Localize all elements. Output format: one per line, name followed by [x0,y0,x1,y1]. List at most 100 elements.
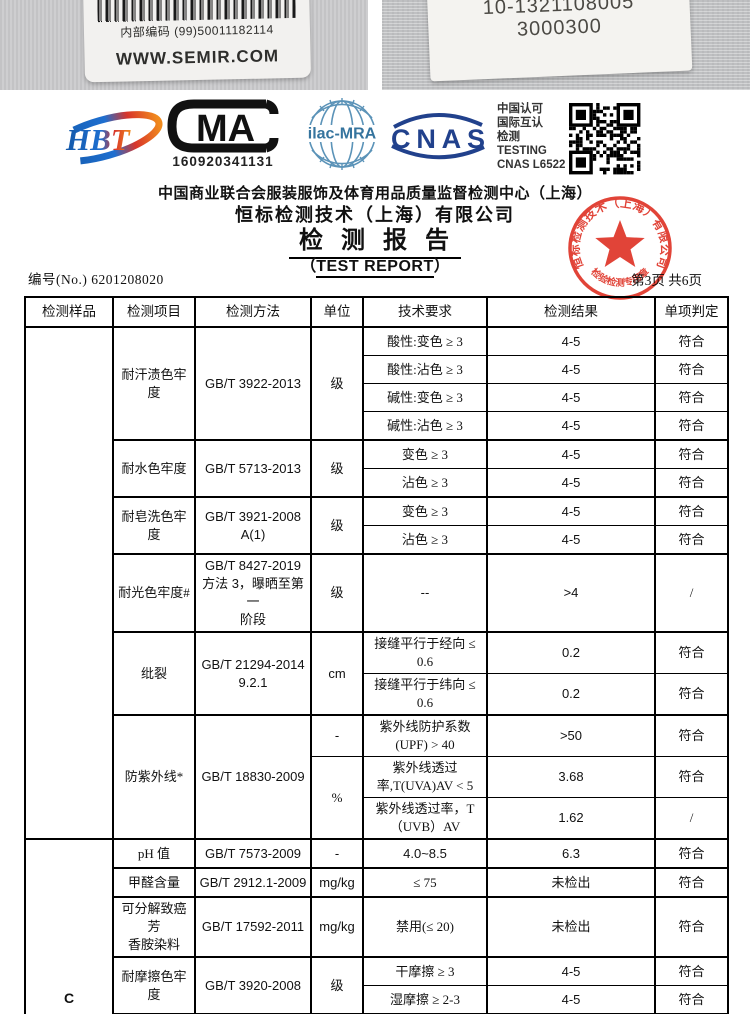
table-cell: 0.2 [486,673,656,716]
table-cell: 符合 [654,956,729,986]
report-title-text: 检 测 报 告 [289,220,461,259]
table-cell: GB/T 7573-2009 [194,838,312,869]
table-cell: GB/T 18830-2009 [194,714,312,840]
table-cell: 符合 [654,838,729,869]
table-cell: 酸性:沾色 ≥ 3 [362,355,488,384]
table-cell: 级 [310,326,364,441]
svg-text:CNAS: CNAS [391,124,485,154]
table-cell: >50 [486,714,656,757]
ilac-mra-logo: ilac-MRA [308,98,377,170]
table-cell: C [24,838,114,1014]
table-cell: 级 [310,956,364,1014]
table-cell: 耐摩擦色牢度 [112,956,196,1014]
table-cell: 符合 [654,496,729,526]
table-cell: GB/T 8427-2019 方法 3，曝晒至第一 阶段 [194,553,312,633]
accreditation-line: 中国认可 [497,103,543,115]
qr-code [566,100,644,183]
barcode-image [97,0,296,23]
table-row: 甲醛含量 GB/T 2912.1-2009 mg/kg ≤ 75 未检出 符合 [25,867,729,898]
report-number-line: 编号(No.) 6201208020 [28,268,164,288]
table-cell: 符合 [654,631,729,674]
table-header-row: 检测样品 检测项目 检测方法 单位 技术要求 检测结果 单项判定 [24,296,729,328]
accreditation-line: TESTING [497,145,547,157]
column-header: 检测项目 [112,296,196,328]
table-row: 耐光色牢度# GB/T 8427-2019 方法 3，曝晒至第一 阶段级 -- >4/ [25,553,729,633]
table-cell: - [310,838,364,869]
table-cell: 干摩擦 ≥ 3 [362,956,488,986]
table-cell: pH 值 [112,838,196,869]
table-row: 耐皂洗色牢度 GB/T 3921-2008 A(1) 级变色 ≥ 3 4-5 符合 [25,496,729,555]
table-row: 碱性:沾色 ≥ 3 4-5 符合 [25,411,729,441]
table-row: 可分解致癌芳 香胺染料 GB/T 17592-2011 mg/kg 禁用(≤ 20) 未… [25,896,729,958]
table-cell: mg/kg [310,867,364,898]
table-cell: 级 [310,496,364,555]
table-row: 沾色 ≥ 3 4-5 符合 [25,468,729,498]
table-row: 耐摩擦色牢度 GB/T 3920-2008 级干摩擦 ≥ 3 4-5 符合 [25,956,729,1014]
table-cell: 级 [310,553,364,633]
test-results-table: 检测样品 检测项目 检测方法 单位 技术要求 检测结果 单项判定 耐汗渍色牢度 GB/T 39… [24,296,729,1014]
table-cell: GB/T 3921-2008 A(1) [194,496,312,555]
table-row: 耐水色牢度 GB/T 5713-2013 级变色 ≥ 3 4-5 符合 [25,439,729,498]
sample-photos: 内部编码 (99)50011182114 WWW.SEMIR.COM 10-13… [0,0,750,90]
table-cell: 4-5 [486,355,656,384]
report-number-value: 6201208020 [91,272,164,287]
table-cell: 耐光色牢度# [112,553,196,633]
table-cell: 4-5 [486,525,656,555]
table-cell: GB/T 2912.1-2009 [194,867,312,898]
hang-tag-label: 内部编码 (99)50011182114 WWW.SEMIR.COM [83,0,311,83]
cma-certificate-number: 160920341131 [172,154,274,169]
table-cell: 1.62 [486,797,656,840]
table-cell: 甲醛含量 [112,867,196,898]
table-cell: mg/kg [310,896,364,958]
internal-code-label: 内部编码 [120,24,171,40]
table-cell: 4-5 [486,383,656,412]
wash-label: 10-1321108005 3000300 [425,0,693,82]
report-title: 检 测 报 告 [0,220,750,259]
table-cell: 4-5 [486,956,656,986]
table-cell: 耐水色牢度 [112,439,196,498]
photo-hang-tag: 内部编码 (99)50011182114 WWW.SEMIR.COM [0,0,368,90]
table-cell: -- [362,553,488,633]
table-cell: 符合 [654,355,729,384]
hbt-logo: HBT [45,111,163,165]
table-cell: 符合 [654,439,729,469]
table-cell: 4-5 [486,496,656,526]
table-cell: 3.68 [486,756,656,798]
table-row: 接缝平行于纬向 ≤ 0.6 0.2 符合 [25,673,729,716]
paren-close: ） [433,258,450,275]
report-header: HBT MA 160920341131 ilac-MRA [0,90,750,296]
table-cell: 4-5 [486,985,656,1014]
table-cell: GB/T 3920-2008 [194,956,312,1014]
table-cell: 变色 ≥ 3 [362,496,488,526]
table-cell: 沾色 ≥ 3 [362,525,488,555]
table-cell: 湿摩擦 ≥ 2-3 [362,985,488,1014]
table-cell: - [310,714,364,757]
accreditation-text: 中国认可 国际互认 检测 TESTING CNAS L6522 [497,102,565,172]
cnas-logo: CNAS [391,113,485,160]
table-cell: / [654,553,729,633]
table-cell: 符合 [654,673,729,716]
table-cell: 变色 ≥ 3 [362,439,488,469]
table-cell: 符合 [654,411,729,441]
table-cell: 纰裂 [112,631,196,716]
table-row: 纰裂 GB/T 21294-2014 9.2.1 cm 接缝平行于经向 ≤ 0.6 0.… [25,631,729,716]
table-cell: 级 [310,439,364,498]
report-table-body: 耐汗渍色牢度 GB/T 3922-2013 级酸性:变色 ≥ 3 4-5 符合 酸性:沾色… [24,326,729,1014]
table-cell: 紫外线防护系数 (UPF) > 40 [362,714,488,757]
table-cell: 沾色 ≥ 3 [362,468,488,498]
accreditation-line: 检测 [497,131,520,143]
table-cell: GB/T 5713-2013 [194,439,312,498]
table-row: % 紫外线透过 率,T(UVA)AV < 5 3.68 符合 [25,756,729,840]
table-row: 湿摩擦 ≥ 2-3 4-5 符合 [25,985,729,1014]
table-cell: 紫外线透过率，T （UVB）AV [362,797,488,840]
svg-text:HBT: HBT [65,122,131,157]
table-cell: 4-5 [486,439,656,469]
table-cell: 酸性:变色 ≥ 3 [362,326,488,356]
table-row: 耐汗渍色牢度 GB/T 3922-2013 级酸性:变色 ≥ 3 4-5 符合 [24,326,729,840]
table-cell: 符合 [654,867,729,898]
table-cell: 耐汗渍色牢度 [112,326,196,441]
table-cell: ≤ 75 [362,867,488,898]
internal-code-line: 内部编码 (99)50011182114 [84,20,310,42]
